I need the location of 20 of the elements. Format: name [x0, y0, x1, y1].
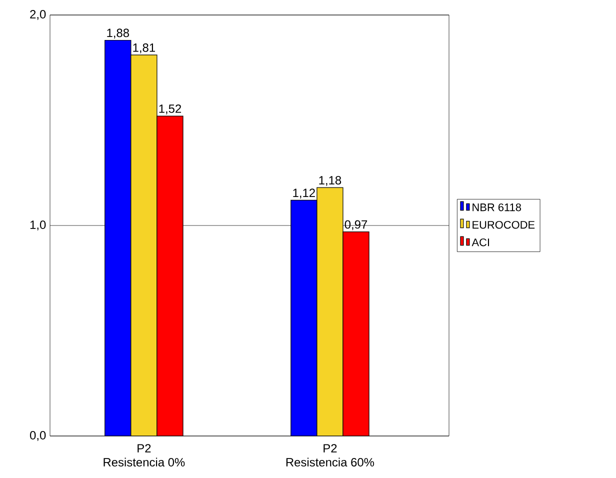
bar — [156, 116, 184, 436]
y-tick-label: 1,0 — [30, 220, 46, 230]
bar — [316, 187, 344, 436]
data-label: 0,97 — [344, 220, 368, 230]
legend-label: EUROCODE — [472, 220, 535, 229]
data-label: 1,88 — [107, 28, 130, 39]
x-tick-label: P2 Resistencia 60% — [286, 444, 374, 466]
data-label: 1,81 — [133, 43, 155, 54]
data-label: 1,12 — [293, 188, 315, 199]
bar — [342, 232, 370, 436]
y-tick-label: 2,0 — [30, 10, 46, 20]
x-tick-label: P2 Resistencia 0% — [104, 444, 185, 466]
data-label: 1,52 — [159, 104, 182, 114]
legend-label: NBR 6118 — [472, 203, 521, 212]
y-tick-label: 0,0 — [30, 431, 46, 441]
data-label: 1,18 — [319, 176, 342, 186]
legend-label: ACI — [472, 238, 489, 246]
bar — [290, 200, 318, 436]
bar — [130, 54, 158, 436]
bar — [104, 40, 132, 436]
